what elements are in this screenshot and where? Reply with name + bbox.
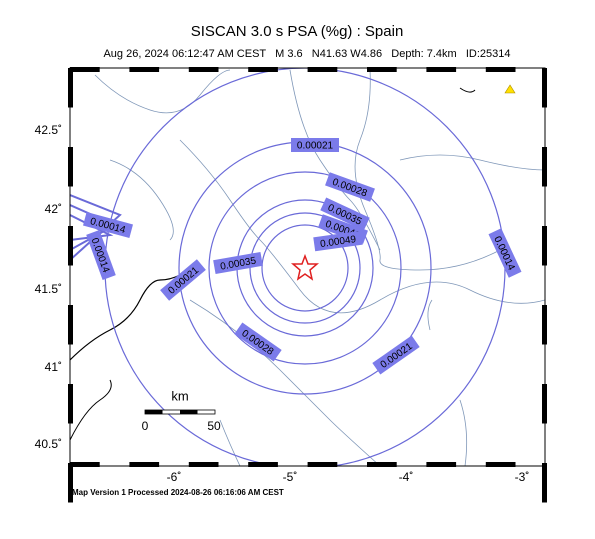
contour-label-box [488, 228, 522, 278]
lat-label: 42˚ [45, 202, 62, 216]
contour-label-box [372, 335, 420, 375]
frame-segment [70, 67, 100, 72]
contour-label-box [325, 172, 375, 202]
contour-label-box [213, 251, 263, 275]
frame-segment [542, 147, 547, 187]
lat-label: 40.5˚ [35, 437, 62, 451]
frame-segment [485, 67, 516, 72]
frame-segment [68, 226, 73, 266]
frame-segment [188, 462, 219, 467]
frame-segment [68, 463, 73, 503]
scale-start: 0 [142, 419, 149, 433]
contour-label-box [86, 230, 116, 280]
frame-segment [542, 305, 547, 345]
frame-segment [542, 463, 547, 503]
frame-segment [307, 462, 338, 467]
map-area: 0.000210.000280.000350.000420.000490.000… [70, 68, 545, 466]
lon-label: -4˚ [399, 470, 414, 484]
frame-segment [485, 462, 516, 467]
contour-label-text: 0.00021 [297, 141, 334, 152]
frame-segment [542, 68, 547, 108]
lat-label: 41.5˚ [35, 282, 62, 296]
lat-label: 41˚ [45, 360, 62, 374]
contour-label-box [320, 197, 370, 231]
frame-segment [68, 147, 73, 187]
frame-segment [68, 384, 73, 424]
frame-segment [68, 305, 73, 345]
scale-end: 50 [207, 419, 221, 433]
contour-label: 0.00049 [313, 230, 363, 252]
frame-segment [426, 462, 457, 467]
frame-segment [248, 462, 278, 467]
frame-segment [129, 67, 160, 72]
map-frame [68, 67, 547, 503]
contour-label-box [160, 259, 206, 301]
frame-segment [542, 226, 547, 266]
frame-segment [68, 68, 73, 108]
subtitle: Aug 26, 2024 06:12:47 AM CEST M 3.6 N41.… [103, 48, 510, 60]
frame-segment [248, 67, 278, 72]
contour-label-text: 0.00049 [319, 234, 357, 250]
contour-label-box [313, 230, 363, 252]
frame-segment [542, 384, 547, 424]
scale-unit: km [171, 388, 188, 403]
contour-label-box [83, 212, 133, 238]
lon-label: -5˚ [283, 470, 298, 484]
contour-label-box [291, 138, 339, 152]
footer: Map Version 1 Processed 2024-08-26 06:16… [72, 488, 284, 497]
frame-segment [367, 462, 397, 467]
frame-segment [307, 67, 338, 72]
contour-label: 0.00021 [291, 138, 339, 152]
frame-segment [426, 67, 457, 72]
title: SISCAN 3.0 s PSA (%g) : Spain [191, 23, 404, 40]
lon-label: -3˚ [515, 470, 530, 484]
contour-label-box [234, 322, 282, 362]
frame-segment [70, 462, 100, 467]
frame-segment [188, 67, 219, 72]
frame-segment [367, 67, 397, 72]
lon-label: -6˚ [167, 470, 182, 484]
scale-bar: km 0 50 [142, 388, 221, 433]
frame-segment [129, 462, 160, 467]
lat-label: 42.5˚ [35, 123, 62, 137]
